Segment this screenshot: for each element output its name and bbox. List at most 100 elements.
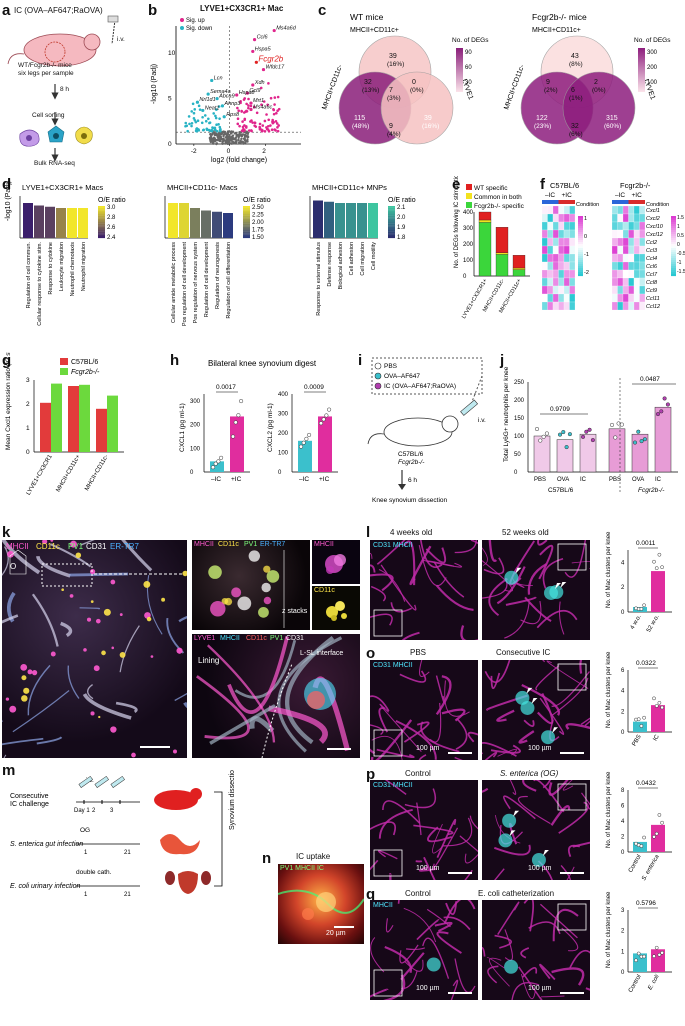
volcano-point-up [269,96,273,100]
micro-vessel [370,719,413,760]
e-ytick: 200 [463,242,474,248]
f-colorbar-step-ko [671,240,676,243]
j-category: OVA [632,477,644,483]
f-colorbar-step-ko [671,242,676,245]
l-point [654,566,659,570]
panel-j-label: j [500,352,505,369]
q-point [636,951,641,956]
f-heat-cell [639,253,646,263]
j-ytick: 200 [514,398,525,404]
e-bar-segment [478,219,492,223]
f-heat-cell [628,261,635,271]
k-int-cd31: CD31 [286,635,304,642]
f-heat-cell [628,237,635,247]
f-colorbar-step-ko [671,268,676,271]
volcano-gene-label: Nrl1d1 [199,97,215,103]
f-heat-cell [563,253,570,263]
micro-vessel [418,754,427,760]
volcano-point-up [265,127,269,131]
i-legend-label: PBS [384,363,398,370]
k-marker-cd11c: CD11c [36,542,60,551]
volcano-point-down [201,128,205,132]
l-point [660,565,664,570]
f-heat-cell [541,237,548,247]
micro-vessel [454,756,463,760]
k-cell [32,669,38,676]
g-ytick: 1 [26,425,30,432]
k-vessel [178,615,187,623]
micro-inset [557,783,587,811]
micro-vessel [460,625,478,640]
d-term-label: Cellular response to cytokine stim. [37,242,43,326]
d-colorbar-step [98,215,105,218]
k-cell [75,552,82,558]
micro-vessel [370,573,394,592]
d-legend-title: O/E ratio [243,197,271,204]
f-colorbar-tick-ko: -1.5 [677,269,685,275]
h-category: +IC [231,476,242,483]
venn-colorbar [456,48,463,92]
h-title: Bilateral knee synovium digest [208,359,317,368]
i-mouse-head [441,415,459,433]
i-mice2: Fcgr2b-/- [398,459,425,466]
d-colorbar-step [243,206,250,208]
f-colorbar-step-ko [671,244,676,247]
f-heat-cell [569,245,576,255]
h-point [318,421,324,426]
l-category: 52 w.o. [646,614,661,634]
volcano-point-ns [238,141,242,145]
micro-vessel [377,850,398,860]
cluster-bar-charts: 0 2 4 4 w.o. 52 w.o. 0.0011 No. of Mac cluster… [606,531,672,994]
g-legend-label: C57BL/6 [71,359,98,366]
k-cell [119,652,126,658]
f-heat-cell [541,293,548,303]
k-cell [103,608,111,616]
panel-o-label: o [366,645,376,662]
i-syringe [460,399,479,416]
j-ytick: 0 [514,470,518,476]
volcano-point-up [241,125,245,129]
volcano-point-down [184,124,187,128]
p-left-title: Control [405,769,431,778]
venn-count: 0 [412,79,416,86]
f-heat-cell [633,261,640,271]
micro-vessel [494,868,505,880]
f-colorbar-step [578,264,583,267]
k-vessel [2,540,41,575]
panel-q-image-right: 100 µm [482,900,590,1000]
f-heat-cell [622,213,629,223]
d-colorbar-step [243,230,250,232]
micro-vessel [523,719,535,728]
micro-vessel [504,929,514,961]
o-category: PBS [632,734,643,747]
d-colorbar-step [243,214,250,216]
k-o-label: O [10,562,17,571]
m-day: 2 [92,808,96,814]
go-bar-charts: -log10 (Padj) LYVE1+CX3CR1+ Macs Regulatio… [5,181,416,326]
panel-f-label: f [540,176,545,193]
d-colorbar-step [98,231,105,234]
venn-percent: (23%) [534,123,551,130]
k-zoom-pv1: PV1 [244,541,258,548]
panel-p-vessels [482,780,590,880]
o-category: IC [653,733,662,742]
k-int-cluster-core [307,691,325,709]
d-colorbar-step [243,220,250,223]
micro-vessel [432,827,459,869]
f-heat-cell [547,253,554,263]
volcano-ylabel: -log10 (Padj) [151,64,158,104]
micro-vessel [569,949,590,969]
f-heat-cell [541,245,548,255]
volcano-point-up [276,109,279,113]
p-pvalue: 0.0432 [636,780,656,787]
j-point [584,429,589,434]
volcano-point-down [212,112,216,115]
panel-i-label: i [358,352,363,369]
q-left-title: Control [405,889,431,898]
h-point [324,413,329,418]
micro-vessel [433,561,465,598]
f-heat-cell [611,293,618,303]
f-gene-label: Ccl6 [646,264,658,270]
f-condition-cell [639,200,645,204]
volcano-point-up [263,119,267,123]
